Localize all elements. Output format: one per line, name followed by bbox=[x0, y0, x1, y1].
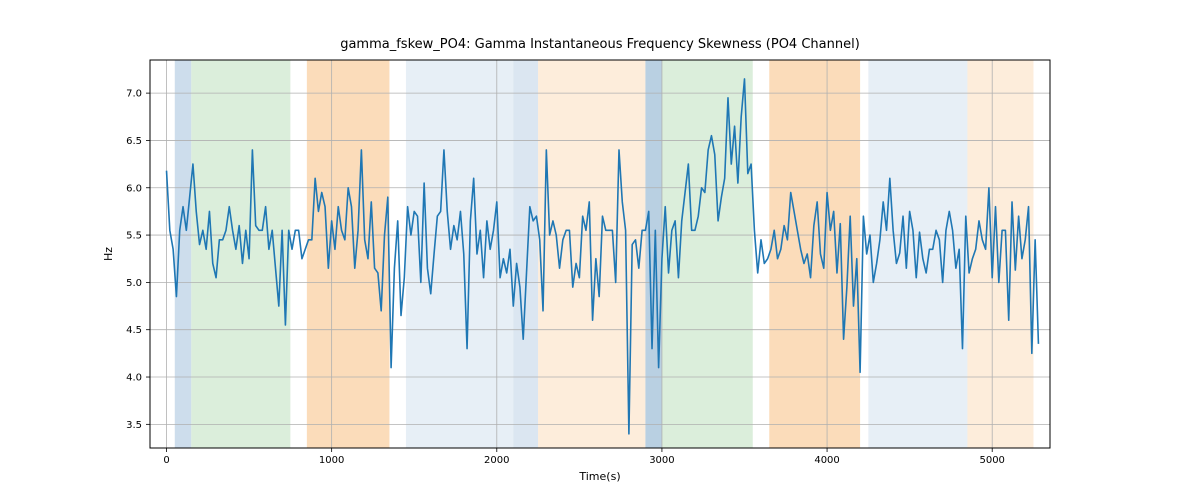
y-axis-label: Hz bbox=[102, 247, 115, 261]
y-tick-label: 6.5 bbox=[126, 136, 142, 147]
chart-title: gamma_fskew_PO4: Gamma Instantaneous Fre… bbox=[340, 37, 860, 52]
x-tick-label: 0 bbox=[163, 455, 169, 466]
x-tick-label: 4000 bbox=[814, 455, 839, 466]
x-tick-label: 3000 bbox=[649, 455, 674, 466]
y-tick-label: 4.5 bbox=[126, 325, 142, 336]
x-tick-label: 1000 bbox=[319, 455, 344, 466]
y-tick-label: 5.5 bbox=[126, 231, 142, 242]
region bbox=[513, 60, 538, 448]
y-tick-label: 4.0 bbox=[126, 373, 142, 384]
region bbox=[769, 60, 860, 448]
y-tick-label: 3.5 bbox=[126, 420, 142, 431]
region bbox=[175, 60, 192, 448]
y-tick-label: 5.0 bbox=[126, 278, 142, 289]
x-tick-label: 2000 bbox=[484, 455, 509, 466]
region bbox=[645, 60, 662, 448]
region bbox=[307, 60, 390, 448]
region bbox=[191, 60, 290, 448]
y-tick-label: 6.0 bbox=[126, 183, 142, 194]
region bbox=[662, 60, 753, 448]
x-axis-label: Time(s) bbox=[578, 470, 620, 483]
x-axis: 0 1000 2000 3000 4000 5000 bbox=[163, 448, 1005, 466]
y-axis: 3.5 4.0 4.5 5.0 5.5 6.0 6.5 7.0 bbox=[126, 89, 150, 431]
x-tick-label: 5000 bbox=[979, 455, 1004, 466]
y-tick-label: 7.0 bbox=[126, 89, 142, 100]
chart-svg: 0 1000 2000 3000 4000 5000 3.5 4.0 4.5 5.0 5.5 6.0 6… bbox=[0, 0, 1200, 500]
chart-container: 0 1000 2000 3000 4000 5000 3.5 4.0 4.5 5.0 5.5 6.0 6… bbox=[0, 0, 1200, 500]
